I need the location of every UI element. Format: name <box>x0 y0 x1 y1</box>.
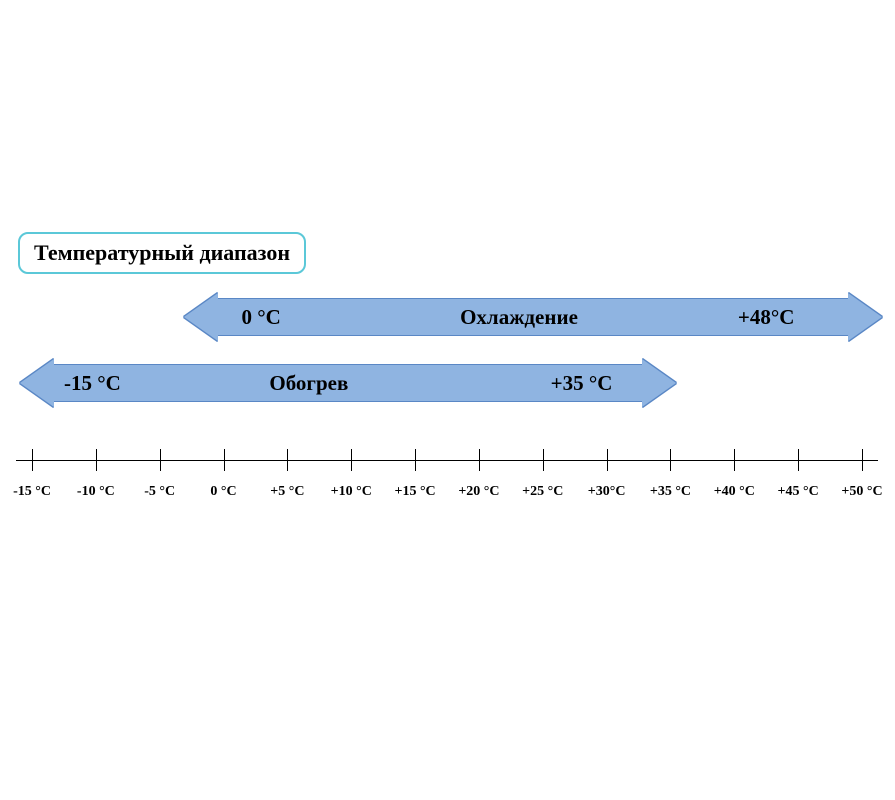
title-box: Температурный диапазон <box>18 232 306 274</box>
heating-start-label: -15 °C <box>64 371 121 396</box>
axis-tick <box>224 449 225 471</box>
axis-tick <box>670 449 671 471</box>
heating-labels: -15 °C Обогрев +35 °C <box>20 364 676 402</box>
axis-tick-label: +15 °C <box>394 484 435 500</box>
heating-arrow: -15 °C Обогрев +35 °C <box>20 364 676 402</box>
axis-tick <box>734 449 735 471</box>
axis-tick-label: +25 °C <box>522 484 563 500</box>
cooling-arrow: 0 °C Охлаждение +48°C <box>184 298 883 336</box>
cooling-labels: 0 °C Охлаждение +48°C <box>184 298 883 336</box>
axis-tick <box>798 449 799 471</box>
cooling-start-label: 0 °C <box>242 305 281 330</box>
axis-tick <box>415 449 416 471</box>
axis-tick <box>351 449 352 471</box>
axis-tick-label: +50 °C <box>841 484 882 500</box>
axis-tick-label: +20 °C <box>458 484 499 500</box>
axis-tick <box>607 449 608 471</box>
axis-tick-label: +30°C <box>588 484 626 500</box>
axis-tick <box>479 449 480 471</box>
cooling-end-label: +48°C <box>738 305 795 330</box>
axis-tick-label: -5 °C <box>144 484 175 500</box>
axis-line <box>16 460 878 461</box>
axis-tick-label: -10 °C <box>77 484 115 500</box>
axis-tick-label: +45 °C <box>778 484 819 500</box>
axis-tick-label: +10 °C <box>331 484 372 500</box>
axis-tick-label: +5 °C <box>270 484 304 500</box>
axis-tick-label: +40 °C <box>714 484 755 500</box>
cooling-center-label: Охлаждение <box>460 305 578 330</box>
title-text: Температурный диапазон <box>34 240 290 265</box>
axis-tick-label: 0 °C <box>210 484 236 500</box>
axis-tick <box>96 449 97 471</box>
heating-end-label: +35 °C <box>551 371 613 396</box>
axis-tick <box>160 449 161 471</box>
heating-center-label: Обогрев <box>269 371 348 396</box>
axis-tick-label: -15 °C <box>13 484 51 500</box>
axis-tick <box>862 449 863 471</box>
diagram-stage: Температурный диапазон 0 °C Охлаждение +… <box>0 0 895 800</box>
temperature-axis: -15 °C -10 °C -5 °C 0 °C +5 °C +10 °C +15 °C +2… <box>0 460 895 520</box>
axis-tick <box>543 449 544 471</box>
axis-tick <box>287 449 288 471</box>
axis-tick <box>32 449 33 471</box>
axis-tick-label: +35 °C <box>650 484 691 500</box>
